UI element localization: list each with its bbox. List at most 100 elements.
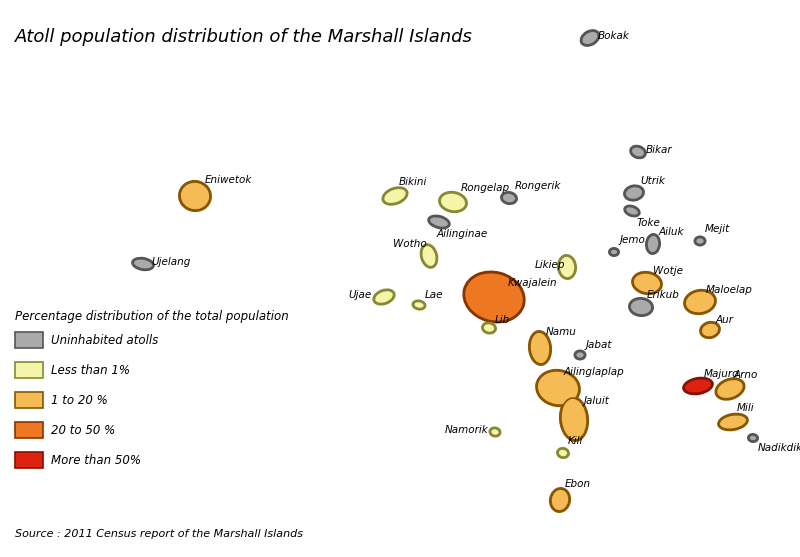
Bar [15, 392, 43, 408]
Ellipse shape [608, 247, 620, 257]
Ellipse shape [489, 427, 502, 438]
Text: 20 to 50 %: 20 to 50 % [51, 423, 115, 437]
Ellipse shape [464, 272, 524, 321]
Ellipse shape [719, 415, 747, 429]
Text: Kwajalein: Kwajalein [508, 278, 558, 288]
Ellipse shape [694, 236, 706, 247]
Ellipse shape [502, 193, 516, 203]
Ellipse shape [683, 289, 717, 315]
Ellipse shape [747, 433, 759, 443]
Bar [15, 422, 43, 438]
Ellipse shape [631, 146, 645, 157]
Ellipse shape [374, 290, 394, 304]
Text: Uninhabited atolls: Uninhabited atolls [51, 334, 158, 346]
Text: Ujae: Ujae [348, 290, 371, 300]
Ellipse shape [559, 256, 575, 278]
Ellipse shape [574, 349, 586, 360]
Text: Rongerik: Rongerik [515, 181, 562, 191]
Text: 1 to 20 %: 1 to 20 % [51, 393, 108, 407]
Ellipse shape [631, 271, 663, 295]
Ellipse shape [535, 369, 581, 407]
Ellipse shape [438, 191, 468, 213]
Text: Bokak: Bokak [598, 31, 630, 41]
Text: More than 50%: More than 50% [51, 453, 141, 467]
Ellipse shape [481, 321, 497, 335]
Text: Rongelap: Rongelap [461, 183, 510, 193]
Ellipse shape [462, 271, 526, 324]
Ellipse shape [626, 207, 638, 216]
Text: Source : 2011 Census report of the Marshall Islands: Source : 2011 Census report of the Marsh… [15, 529, 303, 539]
Ellipse shape [749, 435, 757, 441]
Ellipse shape [383, 188, 406, 204]
Text: Kili: Kili [568, 436, 583, 446]
Ellipse shape [630, 145, 646, 159]
Ellipse shape [682, 377, 714, 395]
Ellipse shape [483, 324, 495, 333]
Ellipse shape [717, 413, 749, 431]
Text: Aur: Aur [716, 315, 734, 325]
Ellipse shape [422, 245, 436, 267]
Ellipse shape [717, 379, 743, 399]
Text: Erikub: Erikub [647, 290, 680, 300]
Bar [15, 332, 43, 348]
Ellipse shape [561, 398, 587, 440]
Text: Majuro: Majuro [704, 369, 739, 379]
Text: Ailinglaplap: Ailinglaplap [564, 367, 625, 377]
Text: Likiep: Likiep [535, 260, 566, 270]
Ellipse shape [557, 254, 577, 280]
Text: Atoll population distribution of the Marshall Islands: Atoll population distribution of the Mar… [15, 28, 473, 46]
Ellipse shape [558, 449, 568, 457]
Ellipse shape [630, 299, 652, 315]
Text: Jabat: Jabat [586, 340, 613, 350]
Ellipse shape [551, 489, 569, 511]
Text: Ebon: Ebon [565, 479, 591, 489]
Ellipse shape [685, 291, 715, 313]
Text: Eniwetok: Eniwetok [205, 175, 252, 185]
Ellipse shape [610, 249, 618, 255]
Ellipse shape [633, 273, 661, 293]
Ellipse shape [420, 243, 438, 269]
Ellipse shape [647, 235, 659, 253]
Ellipse shape [500, 191, 518, 205]
Text: Lib: Lib [495, 315, 510, 325]
Text: Nadikdik: Nadikdik [758, 443, 800, 453]
Ellipse shape [133, 259, 153, 269]
Text: Wotho: Wotho [393, 239, 426, 249]
Text: Mejit: Mejit [705, 224, 730, 234]
Text: Namorik: Namorik [445, 425, 489, 435]
Text: Less than 1%: Less than 1% [51, 364, 130, 377]
Ellipse shape [411, 300, 426, 311]
Text: Mili: Mili [737, 403, 754, 413]
Text: Ailuk: Ailuk [659, 227, 685, 237]
Ellipse shape [430, 217, 449, 227]
Ellipse shape [645, 233, 661, 255]
Ellipse shape [582, 31, 598, 45]
Ellipse shape [575, 351, 585, 359]
Ellipse shape [623, 184, 645, 202]
Ellipse shape [556, 447, 570, 459]
Bar [15, 362, 43, 378]
Ellipse shape [382, 186, 409, 206]
Ellipse shape [528, 330, 552, 366]
Ellipse shape [490, 428, 499, 436]
Ellipse shape [427, 214, 450, 229]
Text: Toke: Toke [637, 218, 661, 228]
Text: Ailinginae: Ailinginae [437, 229, 488, 239]
Ellipse shape [580, 29, 600, 47]
Text: Utrik: Utrik [640, 176, 665, 186]
Ellipse shape [695, 237, 705, 245]
Ellipse shape [699, 321, 721, 339]
Ellipse shape [530, 332, 550, 364]
Ellipse shape [684, 379, 712, 393]
Ellipse shape [372, 289, 396, 306]
Ellipse shape [559, 396, 589, 442]
Text: Jemo: Jemo [620, 235, 646, 245]
Ellipse shape [714, 377, 746, 400]
Ellipse shape [549, 487, 571, 513]
Ellipse shape [180, 182, 210, 210]
Text: Lae: Lae [425, 290, 443, 300]
Ellipse shape [440, 193, 466, 211]
Text: Percentage distribution of the total population: Percentage distribution of the total pop… [15, 310, 289, 323]
Ellipse shape [625, 187, 643, 199]
Text: Jaluit: Jaluit [584, 396, 610, 406]
